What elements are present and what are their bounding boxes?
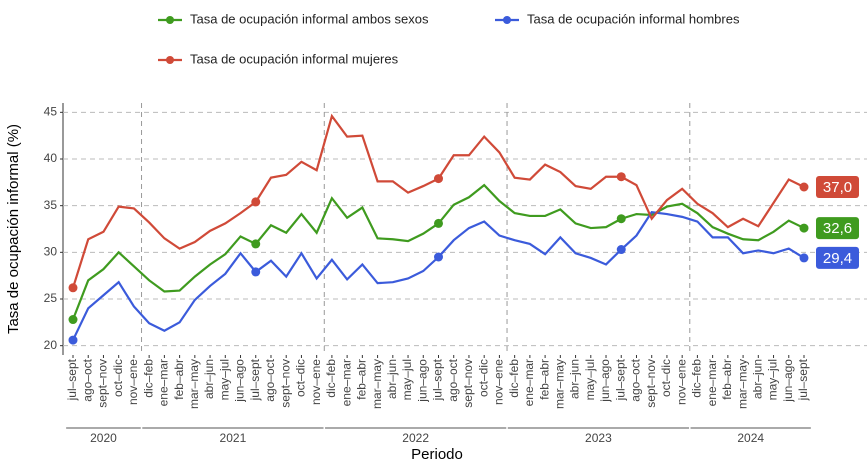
x-tick-label: mar–may bbox=[553, 359, 567, 409]
x-tick-label: oct–dic bbox=[111, 359, 125, 397]
x-tick-label: feb–abr bbox=[720, 359, 734, 400]
x-tick-label: sept–nov bbox=[461, 359, 475, 408]
x-tick-label: nov–ene bbox=[674, 359, 688, 405]
x-tick-label: may–jul bbox=[766, 359, 780, 400]
x-tick-label: may–jul bbox=[583, 359, 597, 400]
legend-marker bbox=[166, 16, 174, 24]
y-tick-label: 45 bbox=[44, 105, 58, 119]
point bbox=[251, 239, 261, 249]
x-tick-label: nov–ene bbox=[309, 359, 323, 405]
x-tick-label: feb–abr bbox=[537, 359, 551, 400]
x-tick-label: mar–may bbox=[370, 359, 384, 409]
x-tick-label: jul–sept bbox=[65, 358, 79, 401]
x-tick-label: mar–may bbox=[187, 359, 201, 409]
legend-marker bbox=[166, 56, 174, 64]
x-tick-label: jul–sept bbox=[248, 358, 262, 401]
point bbox=[434, 218, 443, 228]
x-tick-label: jun–ago bbox=[781, 359, 795, 403]
end-label: 37,0 bbox=[823, 179, 852, 196]
x-tick-label: feb–abr bbox=[355, 359, 369, 400]
point bbox=[251, 197, 261, 207]
x-tick-label: abr–jun bbox=[385, 359, 399, 399]
point bbox=[434, 252, 443, 262]
point bbox=[799, 182, 809, 192]
y-axis-title: Tasa de ocupación informal (%) bbox=[5, 124, 22, 334]
end-label-box bbox=[816, 176, 859, 198]
x-tick-label: abr–jun bbox=[750, 359, 764, 399]
y-tick-label: 35 bbox=[44, 198, 58, 212]
x-tick-label: feb–abr bbox=[172, 359, 186, 400]
x-tick-label: ene–mar bbox=[522, 359, 536, 406]
x-tick-label: jul–sept bbox=[431, 358, 445, 401]
series-line bbox=[71, 113, 805, 289]
x-tick-label: sept–nov bbox=[278, 359, 292, 408]
group-label: 2024 bbox=[737, 431, 764, 445]
end-label-box bbox=[816, 217, 859, 240]
point bbox=[799, 253, 809, 263]
point bbox=[616, 245, 626, 255]
x-tick-label: abr–jun bbox=[568, 359, 582, 399]
x-tick-label: jun–ago bbox=[415, 359, 429, 403]
legend-label: Tasa de ocupación informal ambos sexos bbox=[190, 11, 429, 26]
x-axis-title: Periodo bbox=[411, 446, 463, 463]
x-tick-label: ago–oct bbox=[446, 358, 460, 401]
legend-label: Tasa de ocupación informal hombres bbox=[527, 11, 740, 26]
y-tick-label: 20 bbox=[44, 338, 58, 352]
group-label: 2023 bbox=[585, 431, 612, 445]
x-tick-label: ago–oct bbox=[629, 358, 643, 401]
x-tick-label: nov–ene bbox=[126, 359, 140, 405]
point bbox=[616, 172, 626, 182]
point bbox=[251, 267, 261, 277]
group-label: 2021 bbox=[220, 431, 247, 445]
x-tick-label: jul–sept bbox=[796, 358, 810, 401]
x-tick-label: dic–feb bbox=[507, 359, 521, 398]
group-label: 2020 bbox=[90, 431, 117, 445]
y-tick-label: 40 bbox=[44, 151, 58, 165]
x-tick-label: abr–jun bbox=[202, 359, 216, 399]
x-tick-label: ago–oct bbox=[263, 358, 277, 401]
x-tick-label: ene–mar bbox=[705, 359, 719, 406]
x-tick-label: jun–ago bbox=[233, 359, 247, 403]
x-tick-label: oct–dic bbox=[294, 359, 308, 397]
x-tick-label: sept–nov bbox=[96, 359, 110, 408]
group-label: 2022 bbox=[402, 431, 429, 445]
end-label: 29,4 bbox=[823, 250, 852, 267]
x-tick-label: nov–ene bbox=[492, 359, 506, 405]
x-tick-label: dic–feb bbox=[141, 359, 155, 398]
x-tick-label: oct–dic bbox=[659, 359, 673, 397]
point bbox=[68, 283, 78, 293]
legend-label: Tasa de ocupación informal mujeres bbox=[190, 51, 399, 66]
series-line bbox=[72, 211, 805, 341]
point bbox=[68, 335, 78, 345]
x-tick-label: ene–mar bbox=[339, 359, 353, 406]
point bbox=[434, 174, 443, 184]
y-tick-label: 30 bbox=[44, 245, 58, 259]
x-tick-label: jul–sept bbox=[613, 358, 627, 401]
point bbox=[799, 223, 809, 233]
x-tick-label: jun–ago bbox=[598, 359, 612, 403]
legend-marker bbox=[503, 16, 511, 24]
x-tick-label: ene–mar bbox=[157, 359, 171, 406]
x-tick-label: may–jul bbox=[217, 359, 231, 400]
end-label: 32,6 bbox=[823, 220, 852, 237]
point bbox=[68, 315, 78, 325]
y-tick-label: 25 bbox=[44, 291, 58, 305]
x-tick-label: dic–feb bbox=[690, 359, 704, 398]
x-tick-label: ago–oct bbox=[80, 358, 94, 401]
x-tick-label: sept–nov bbox=[644, 359, 658, 408]
end-label-box bbox=[816, 246, 859, 269]
x-tick-label: oct–dic bbox=[476, 359, 490, 397]
grid bbox=[63, 103, 867, 355]
x-tick-label: mar–may bbox=[735, 359, 749, 409]
x-tick-label: dic–feb bbox=[324, 359, 338, 398]
point bbox=[616, 214, 626, 224]
x-tick-label: may–jul bbox=[400, 359, 414, 400]
